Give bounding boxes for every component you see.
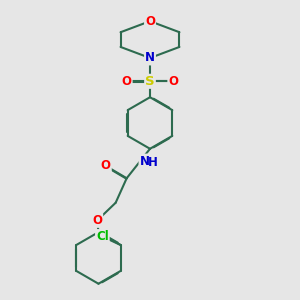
Text: O: O [145, 15, 155, 28]
Text: S: S [145, 75, 155, 88]
Text: O: O [92, 214, 102, 227]
Text: Cl: Cl [96, 230, 109, 243]
Text: H: H [147, 156, 157, 169]
Text: N: N [145, 52, 155, 64]
Text: O: O [122, 75, 132, 88]
Text: N: N [140, 154, 149, 167]
Text: O: O [168, 75, 178, 88]
Text: O: O [101, 159, 111, 172]
